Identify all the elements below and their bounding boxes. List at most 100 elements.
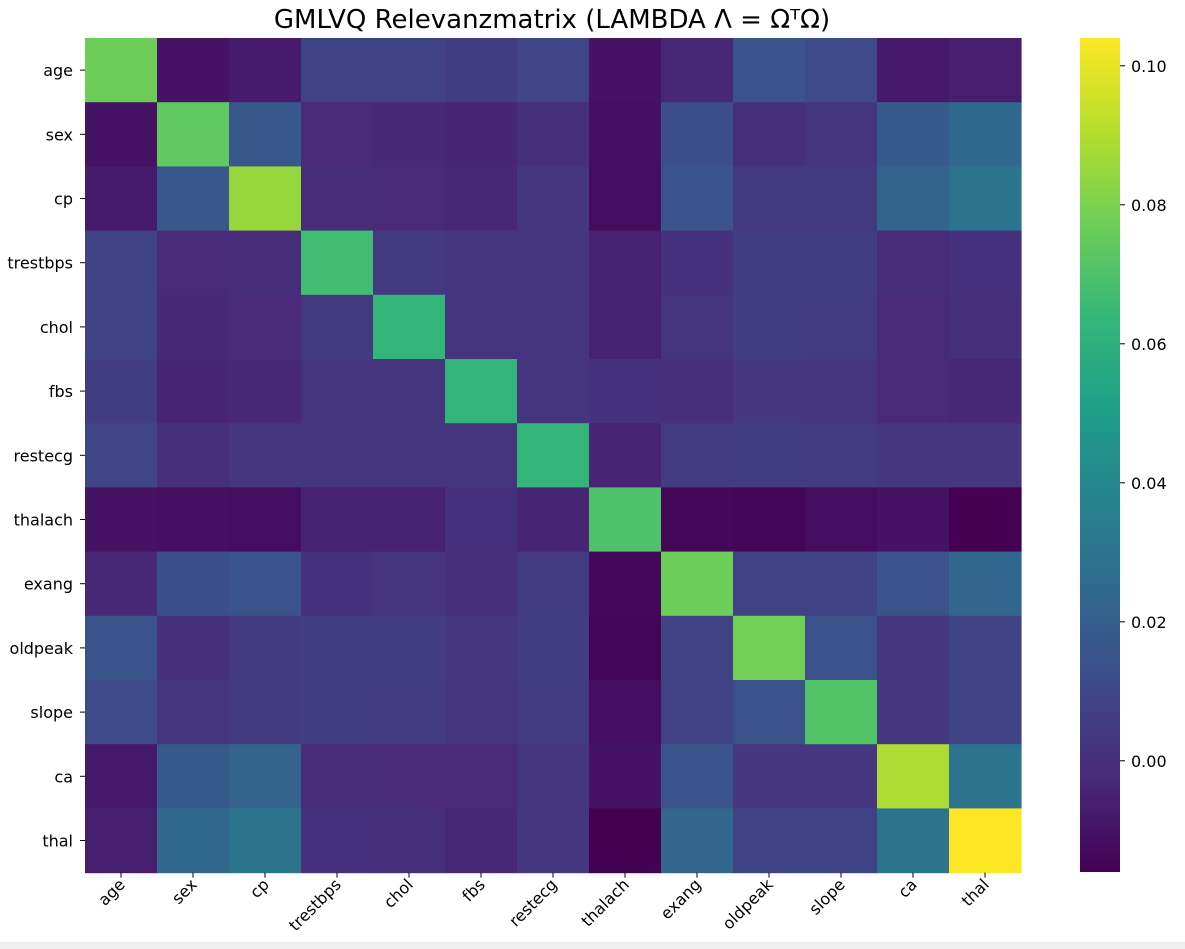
- y-tick-label: age: [43, 61, 73, 80]
- heatmap-cell: [445, 808, 518, 874]
- heatmap-cell: [85, 615, 158, 681]
- heatmap-cell: [589, 808, 662, 874]
- heatmap-cell: [229, 615, 302, 681]
- heatmap-cell: [589, 615, 662, 681]
- heatmap-cell: [229, 808, 302, 874]
- heatmap-cell: [949, 102, 1022, 167]
- heatmap-cell: [733, 487, 806, 553]
- y-tick-label: ca: [54, 767, 73, 786]
- heatmap-cell: [589, 230, 662, 296]
- heatmap-cell: [733, 423, 806, 488]
- heatmap-cell: [445, 680, 518, 745]
- y-tick-label: sex: [46, 125, 73, 144]
- colorbar-tick-label: 0.06: [1131, 335, 1167, 354]
- heatmap-cell: [445, 487, 518, 553]
- heatmap-cell: [85, 680, 158, 745]
- heatmap-cell: [445, 166, 518, 232]
- x-tick-label: oldpeak: [719, 874, 778, 933]
- heatmap-cell: [373, 359, 446, 424]
- colorbar: [1080, 38, 1120, 872]
- heatmap-cell: [877, 294, 950, 360]
- colorbar-tick-label: 0.00: [1131, 752, 1167, 771]
- heatmap-cell: [805, 551, 878, 617]
- heatmap-cell: [805, 102, 878, 167]
- heatmap-cell: [85, 487, 158, 553]
- heatmap-cell: [157, 487, 230, 553]
- heatmap-cell: [661, 230, 734, 296]
- y-tick-label: exang: [24, 575, 73, 594]
- heatmap-cell: [589, 680, 662, 745]
- heatmap-cell: [301, 166, 374, 232]
- heatmap-cell: [733, 744, 806, 809]
- heatmap-cell: [85, 808, 158, 874]
- heatmap-cell: [733, 230, 806, 296]
- heatmap-cell: [517, 744, 590, 809]
- heatmap-cell: [301, 615, 374, 681]
- heatmap-cell: [877, 744, 950, 809]
- heatmap-cell: [229, 551, 302, 617]
- heatmap-cell: [373, 102, 446, 167]
- heatmap-cell: [805, 230, 878, 296]
- heatmap-cell: [805, 808, 878, 874]
- heatmap-cell: [229, 102, 302, 167]
- heatmap-cell: [229, 230, 302, 296]
- heatmap-cell: [805, 680, 878, 745]
- heatmap-cell: [589, 166, 662, 232]
- chart-title: GMLVQ Relevanzmatrix (LAMBDA Λ = ΩᵀΩ): [274, 5, 830, 35]
- heatmap-cell: [157, 808, 230, 874]
- y-tick-label: thal: [42, 832, 73, 851]
- heatmap-cell: [157, 38, 230, 103]
- x-tick-label: fbs: [458, 875, 488, 905]
- heatmap-cell: [877, 359, 950, 424]
- heatmap-cell: [517, 551, 590, 617]
- x-tick-label: cp: [246, 875, 273, 902]
- heatmap-cell: [373, 744, 446, 809]
- heatmap-cell: [373, 294, 446, 360]
- heatmap-cell: [733, 615, 806, 681]
- heatmap-cell: [157, 102, 230, 167]
- heatmap-cell: [229, 680, 302, 745]
- heatmap-cell: [733, 102, 806, 167]
- heatmap-cell: [805, 359, 878, 424]
- heatmap-cell: [517, 38, 590, 103]
- heatmap-cell: [373, 551, 446, 617]
- heatmap-cell: [301, 359, 374, 424]
- heatmap-cell: [301, 102, 374, 167]
- x-tick-label: thalach: [577, 875, 632, 930]
- heatmap-cell: [877, 551, 950, 617]
- heatmap-cell: [517, 102, 590, 167]
- heatmap-cell: [517, 423, 590, 488]
- heatmap-cell: [157, 166, 230, 232]
- heatmap-cell: [877, 166, 950, 232]
- x-tick-label: exang: [657, 875, 705, 923]
- heatmap-cell: [589, 359, 662, 424]
- heatmap-cell: [877, 102, 950, 167]
- colorbar-tick-label: 0.10: [1131, 57, 1167, 76]
- heatmap-cell: [589, 102, 662, 167]
- heatmap-cell: [157, 744, 230, 809]
- heatmap-cell: [589, 294, 662, 360]
- heatmap-cell: [517, 230, 590, 296]
- heatmap-cell: [301, 38, 374, 103]
- heatmap-cell: [85, 744, 158, 809]
- heatmap-cell: [445, 294, 518, 360]
- heatmap-cell: [373, 166, 446, 232]
- heatmap-cell: [517, 294, 590, 360]
- heatmap-cell: [805, 294, 878, 360]
- heatmap-cell: [949, 487, 1022, 553]
- heatmap-cell: [589, 551, 662, 617]
- colorbar-tick-label: 0.02: [1131, 613, 1167, 632]
- x-tick-label: age: [94, 875, 129, 910]
- heatmap-cell: [157, 359, 230, 424]
- heatmap-cell: [157, 423, 230, 488]
- heatmap-cell: [949, 808, 1022, 874]
- x-tick-label: chol: [380, 875, 417, 912]
- heatmap-cell: [733, 808, 806, 874]
- heatmap-cell: [373, 423, 446, 488]
- heatmap-cell: [85, 230, 158, 296]
- heatmap-cell: [877, 38, 950, 103]
- heatmap-cell: [733, 551, 806, 617]
- bottom-strip: [0, 942, 1185, 949]
- heatmap-cell: [373, 38, 446, 103]
